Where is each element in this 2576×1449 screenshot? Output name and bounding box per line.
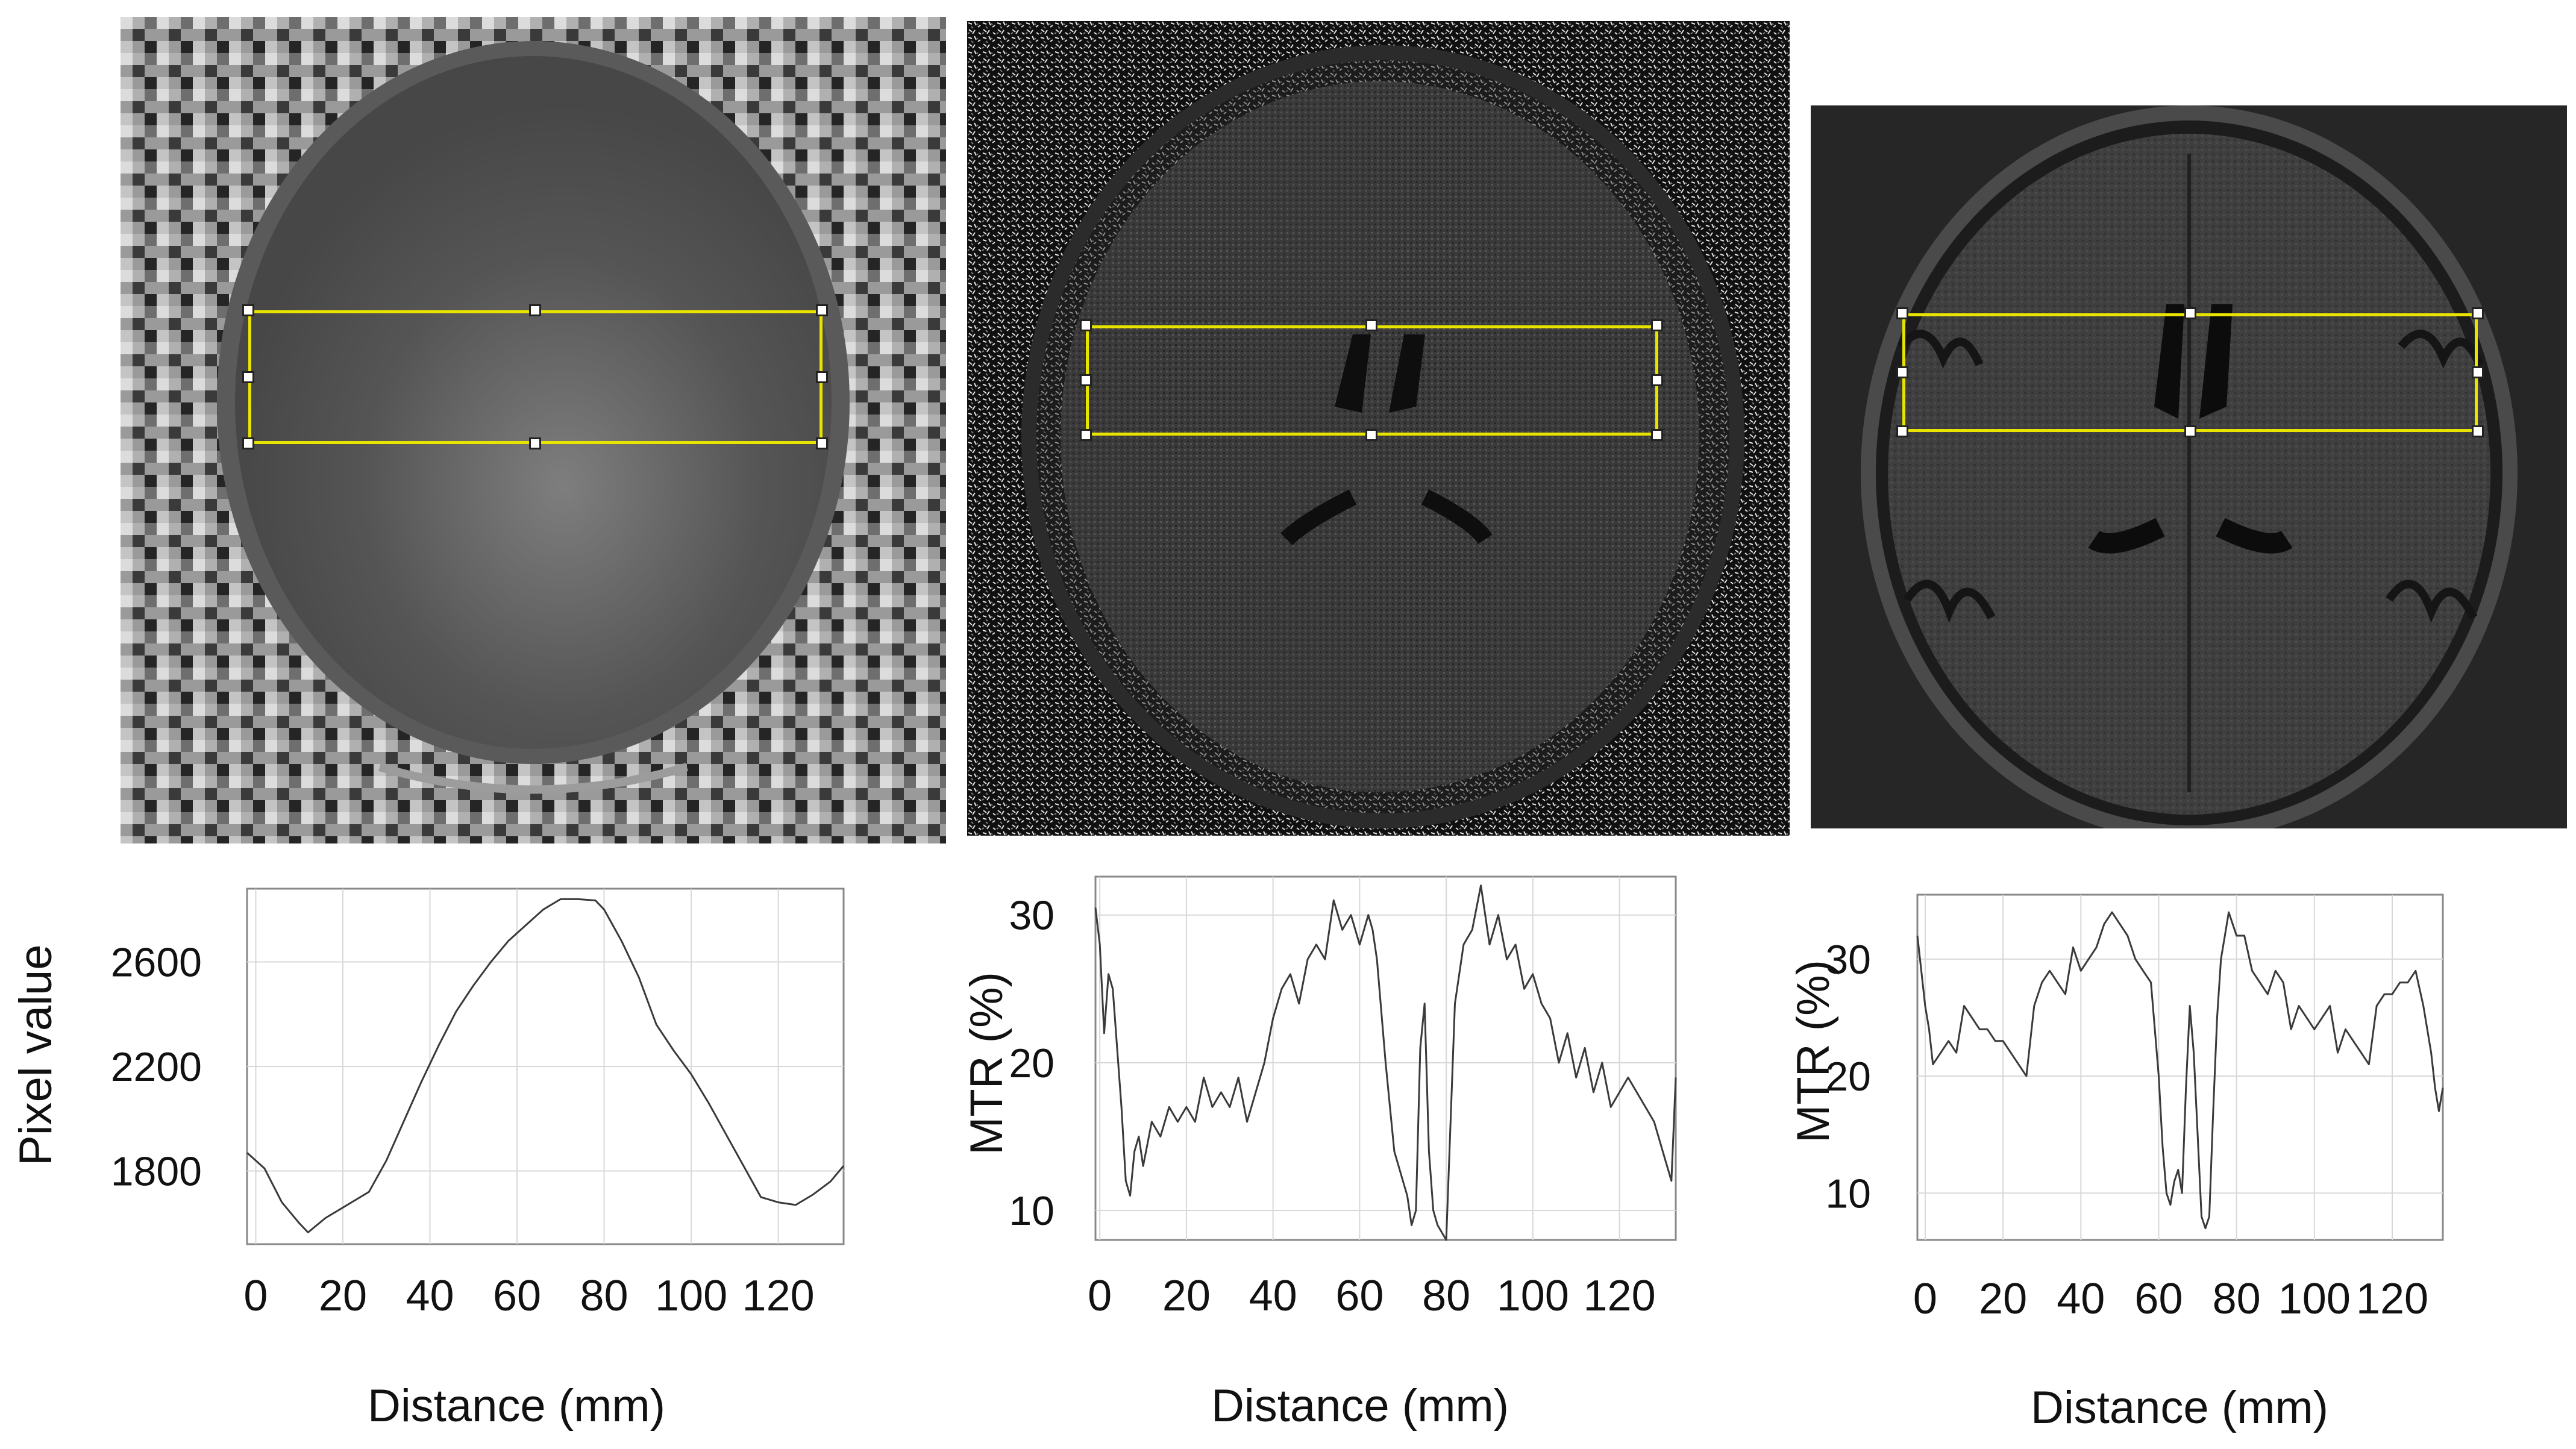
x-axis-label: Distance (mm) xyxy=(1211,1380,1509,1432)
roi-handle[interactable] xyxy=(1365,429,1377,441)
roi-handle[interactable] xyxy=(1896,425,1908,437)
roi-handle[interactable] xyxy=(1080,319,1092,331)
roi-handle[interactable] xyxy=(816,304,828,316)
roi-handle[interactable] xyxy=(816,371,828,383)
profile-chart-mtr-right: 0 20 40 60 80 100 120 10 20 30 xyxy=(1825,893,2444,1323)
x-tick-label: 20 xyxy=(1979,1275,2027,1323)
roi-handle[interactable] xyxy=(1651,374,1663,386)
y-tick-label: 10 xyxy=(1009,1188,1055,1234)
series-line xyxy=(1094,884,1677,1241)
x-tick-label: 120 xyxy=(1584,1272,1656,1320)
x-tick-label: 0 xyxy=(1913,1275,1937,1323)
x-tick-label: 0 xyxy=(243,1272,268,1320)
x-axis-label: Distance (mm) xyxy=(368,1380,666,1432)
roi-rectangle[interactable] xyxy=(1902,313,2478,432)
roi-rectangle[interactable] xyxy=(1086,325,1658,436)
y-tick-label: 10 xyxy=(1825,1171,1871,1216)
x-tick-label: 80 xyxy=(580,1272,628,1320)
y-tick-label: 20 xyxy=(1825,1054,1871,1100)
mri-panel-b1-map xyxy=(121,17,946,843)
roi-handle[interactable] xyxy=(1080,374,1092,386)
x-tick-label: 60 xyxy=(1335,1272,1384,1320)
x-tick-label: 80 xyxy=(1422,1272,1470,1320)
y-tick-label: 2600 xyxy=(111,939,202,985)
roi-handle[interactable] xyxy=(1896,307,1908,319)
roi-rectangle[interactable] xyxy=(248,310,823,444)
mri-image-icon xyxy=(967,21,1790,836)
roi-handle[interactable] xyxy=(529,304,541,316)
roi-handle[interactable] xyxy=(242,371,254,383)
roi-handle[interactable] xyxy=(529,437,541,449)
x-tick-label: 120 xyxy=(2356,1275,2428,1323)
x-tick-label: 80 xyxy=(2213,1275,2261,1323)
x-tick-label: 20 xyxy=(319,1272,367,1320)
mri-panel-mtr-map xyxy=(967,21,1790,836)
y-tick-label: 2200 xyxy=(111,1044,202,1090)
profile-chart-mtr-middle: 0 20 40 60 80 100 120 10 20 30 xyxy=(1009,875,1677,1320)
x-tick-label: 60 xyxy=(493,1272,541,1320)
roi-handle[interactable] xyxy=(2472,425,2484,437)
x-tick-label: 100 xyxy=(655,1272,727,1320)
y-tick-label: 20 xyxy=(1009,1041,1055,1086)
mri-panel-t1 xyxy=(1811,105,2567,828)
roi-handle[interactable] xyxy=(1896,366,1908,378)
series-line xyxy=(246,898,845,1233)
y-axis-label: Pixel value xyxy=(10,944,61,1166)
y-tick-label: 1800 xyxy=(111,1149,202,1195)
x-tick-label: 40 xyxy=(2057,1275,2105,1323)
roi-handle[interactable] xyxy=(2472,366,2484,378)
roi-handle[interactable] xyxy=(242,437,254,449)
y-axis-label: MTR (%) xyxy=(1788,960,1839,1143)
roi-handle[interactable] xyxy=(2184,307,2196,319)
roi-handle[interactable] xyxy=(1651,319,1663,331)
x-tick-label: 20 xyxy=(1162,1272,1211,1320)
x-tick-label: 0 xyxy=(1088,1272,1112,1320)
x-tick-label: 100 xyxy=(1497,1272,1569,1320)
roi-handle[interactable] xyxy=(1080,429,1092,441)
mri-image-icon xyxy=(121,17,946,843)
roi-handle[interactable] xyxy=(2184,425,2196,437)
roi-handle[interactable] xyxy=(2472,307,2484,319)
y-axis-label: MTR (%) xyxy=(961,972,1012,1155)
roi-handle[interactable] xyxy=(816,437,828,449)
x-tick-label: 40 xyxy=(406,1272,454,1320)
y-tick-label: 30 xyxy=(1825,937,1871,983)
profile-chart-pixel-value: 0 20 40 60 80 100 120 1800 2200 2600 xyxy=(111,887,845,1320)
x-tick-label: 60 xyxy=(2134,1275,2183,1323)
y-tick-label: 30 xyxy=(1009,893,1055,939)
plot-area xyxy=(1916,893,2444,1241)
roi-handle[interactable] xyxy=(1365,319,1377,331)
x-tick-label: 120 xyxy=(742,1272,815,1320)
series-line xyxy=(1916,911,2444,1230)
mri-image-icon xyxy=(1811,105,2567,828)
x-tick-label: 100 xyxy=(2278,1275,2351,1323)
roi-handle[interactable] xyxy=(1651,429,1663,441)
x-tick-label: 40 xyxy=(1249,1272,1297,1320)
x-axis-label: Distance (mm) xyxy=(2031,1382,2329,1433)
roi-handle[interactable] xyxy=(242,304,254,316)
